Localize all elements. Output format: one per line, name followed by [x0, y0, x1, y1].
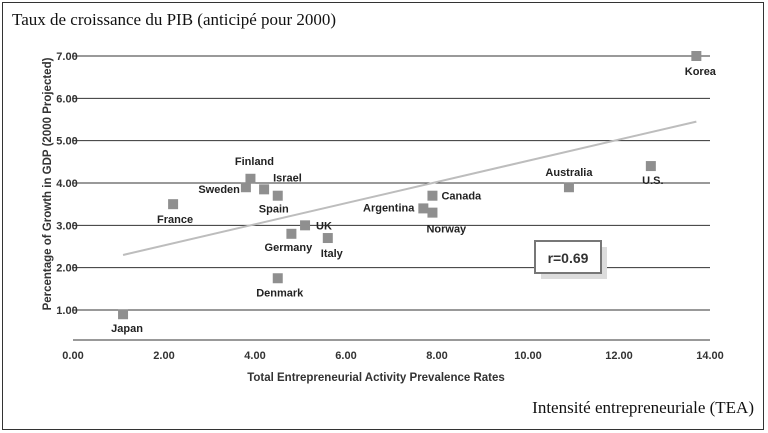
data-point: [286, 228, 297, 239]
data-point: [168, 199, 179, 210]
point-label: Korea: [685, 66, 717, 78]
data-point: [691, 51, 702, 61]
data-point: [118, 309, 129, 320]
y-tick-label: 6.00: [56, 93, 77, 105]
x-tick-label: 8.00: [426, 350, 447, 362]
data-point: [418, 203, 429, 214]
point-label: Norway: [426, 224, 467, 236]
trend-line: [122, 120, 697, 256]
x-tick-labels: 0.00 2.00 4.00 6.00 8.00 10.00 12.00 14.00: [62, 350, 723, 362]
figure-title: Taux de croissance du PIB (anticipé pour…: [12, 10, 337, 29]
point-label: Sweden: [198, 184, 240, 196]
data-points: Japan France Finland Sweden Israel Spain UKGer…: [111, 51, 717, 335]
point-label: Finland: [235, 156, 274, 168]
data-point: [645, 161, 656, 172]
point-label: France: [157, 214, 193, 226]
data-point: [427, 207, 438, 218]
x-tick-label: 10.00: [514, 350, 542, 362]
data-point: [240, 182, 251, 193]
x-tick-label: 0.00: [62, 350, 83, 362]
data-point: [300, 220, 311, 231]
data-point: [245, 173, 256, 184]
x-tick-label: 4.00: [244, 350, 265, 362]
figure-caption: Intensité entrepreneuriale (TEA): [532, 398, 754, 417]
data-point: [272, 273, 283, 284]
point-label: Japan: [111, 323, 143, 335]
point-label: Denmark: [256, 287, 304, 299]
x-tick-label: 12.00: [605, 350, 633, 362]
correlation-box: r=0.69: [534, 240, 607, 279]
correlation-label: r=0.69: [548, 250, 589, 266]
point-label: Australia: [545, 167, 593, 179]
data-point: [563, 182, 574, 193]
point-label: UK: [316, 220, 332, 232]
data-point: [427, 190, 438, 201]
point-label: Argentina: [363, 202, 415, 214]
y-axis-label: Percentage of Growth in GDP (2000 Projec…: [42, 57, 54, 310]
y-tick-label: 2.00: [56, 263, 77, 275]
x-tick-label: 2.00: [153, 350, 174, 362]
data-point: [322, 233, 333, 244]
data-point: [259, 184, 270, 195]
grid-lines: [73, 55, 710, 341]
y-tick-label: 7.00: [56, 51, 77, 63]
y-tick-label: 5.00: [56, 136, 77, 148]
point-label: Israel: [273, 172, 302, 184]
x-tick-label: 6.00: [335, 350, 356, 362]
data-point: [272, 190, 283, 201]
point-label: Spain: [259, 204, 289, 216]
point-label: Canada: [441, 191, 482, 203]
point-label: Italy: [321, 248, 344, 260]
point-label: U.S.: [642, 175, 663, 187]
y-tick-label: 4.00: [56, 178, 77, 190]
point-label: Germany: [265, 242, 314, 254]
y-tick-label: 1.00: [56, 305, 77, 317]
y-tick-labels: 1.00 2.00 3.00 4.00 5.00 6.00 7.00: [56, 51, 77, 317]
x-axis-label: Total Entrepreneurial Activity Prevalenc…: [247, 372, 505, 384]
y-tick-label: 3.00: [56, 220, 77, 232]
x-tick-label: 14.00: [696, 350, 724, 362]
